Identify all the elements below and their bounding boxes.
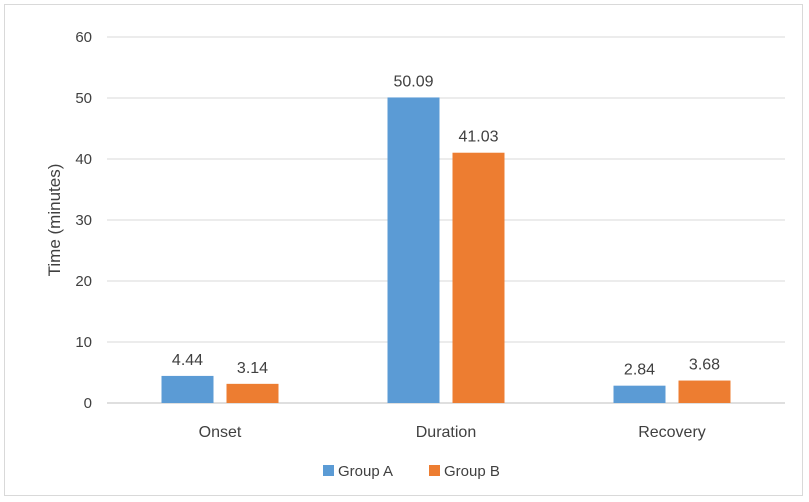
bar-group-a-duration: [387, 97, 440, 404]
legend-label: Group A: [338, 463, 393, 480]
legend: Group A Group B: [323, 463, 500, 480]
gridlines: [107, 36, 785, 404]
x-axis-categories: Onset Duration Recovery: [199, 424, 706, 441]
category-label: Duration: [416, 424, 476, 441]
data-label: 3.14: [237, 360, 268, 377]
y-axis-label: Time (minutes): [45, 164, 64, 277]
y-tick-label: 10: [75, 334, 92, 351]
y-tick-label: 60: [75, 29, 92, 46]
data-labels: 4.44 3.14 50.09 41.03 2.84 3.68: [172, 73, 720, 378]
y-axis-ticks: 0 10 20 30 40 50 60: [75, 29, 92, 412]
category-label: Recovery: [638, 424, 706, 441]
bars: [161, 97, 731, 404]
legend-swatch: [323, 465, 334, 476]
bar-group-b-onset: [226, 383, 279, 403]
bar-group-a-onset: [161, 375, 214, 403]
y-tick-label: 0: [84, 395, 92, 412]
legend-label: Group B: [444, 463, 500, 480]
y-tick-label: 50: [75, 90, 92, 107]
y-tick-label: 20: [75, 273, 92, 290]
legend-swatch: [429, 465, 440, 476]
y-tick-label: 40: [75, 151, 92, 168]
bar-group-b-recovery: [678, 380, 731, 403]
data-label: 3.68: [689, 357, 720, 374]
data-label: 4.44: [172, 352, 203, 369]
bar-group-b-duration: [452, 152, 505, 403]
category-label: Onset: [199, 424, 242, 441]
data-label: 2.84: [624, 362, 655, 379]
bar-group-a-recovery: [613, 385, 666, 403]
y-tick-label: 30: [75, 212, 92, 229]
data-label: 50.09: [393, 73, 433, 90]
data-label: 41.03: [458, 129, 498, 146]
